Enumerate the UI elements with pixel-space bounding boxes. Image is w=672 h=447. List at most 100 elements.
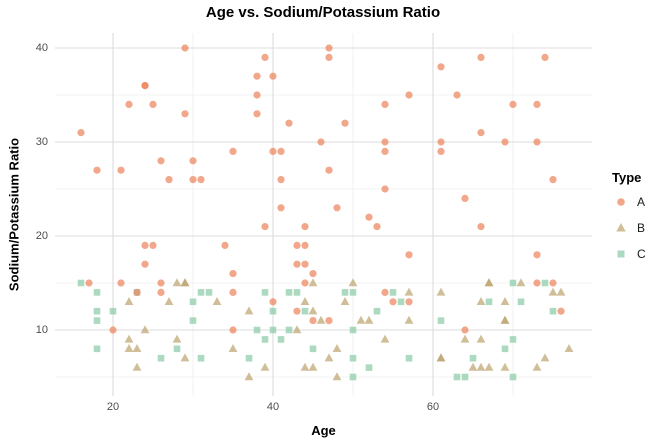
data-point-circle (277, 204, 285, 212)
data-point-square (349, 354, 357, 362)
data-point-square (509, 279, 517, 287)
data-point-circle (293, 241, 301, 249)
data-point-triangle (404, 315, 414, 324)
data-point-circle (477, 129, 485, 137)
data-point-triangle (124, 297, 134, 305)
circle-marker-icon (614, 195, 628, 209)
data-point-square (509, 373, 517, 381)
data-point-circle (325, 166, 333, 174)
data-point-triangle (124, 334, 134, 343)
data-point-circle (533, 251, 541, 259)
data-point-circle (157, 288, 165, 296)
data-point-triangle (180, 278, 190, 287)
data-point-circle (109, 326, 117, 334)
data-point-circle (325, 53, 333, 62)
data-point-circle (533, 279, 541, 287)
data-point-circle (549, 176, 557, 184)
data-point-square (541, 279, 549, 287)
data-point-square (173, 345, 181, 353)
data-point-circle (261, 53, 269, 62)
data-point-circle (277, 176, 285, 184)
data-point-square (341, 289, 349, 296)
data-point-triangle (404, 287, 414, 296)
data-point-square (77, 279, 85, 287)
data-point-square (157, 354, 165, 362)
data-point-circle (509, 100, 517, 108)
legend: Type A B C (610, 170, 646, 271)
data-point-triangle (476, 334, 486, 343)
data-point-square (405, 354, 413, 362)
legend-label: A (637, 195, 646, 209)
data-point-circle (405, 251, 413, 259)
data-point-square (469, 354, 477, 362)
data-point-square (197, 354, 205, 362)
data-point-circle (141, 241, 149, 249)
data-point-square (109, 307, 117, 315)
data-point-triangle (500, 297, 510, 305)
data-point-circle (333, 204, 341, 212)
data-point-square (349, 326, 357, 334)
data-point-circle (77, 129, 85, 137)
data-point-circle (317, 138, 325, 146)
data-point-triangle (364, 315, 374, 324)
data-point-circle (437, 63, 445, 71)
data-point-square (245, 354, 253, 362)
data-point-triangle (516, 278, 526, 287)
data-point-circle (261, 223, 269, 231)
data-point-circle (221, 241, 229, 249)
data-point-circle (301, 279, 309, 287)
data-point-square (189, 317, 197, 324)
data-point-circle (253, 110, 261, 118)
data-point-triangle (332, 344, 342, 352)
data-point-square (309, 345, 317, 353)
data-point-triangle (244, 306, 254, 315)
data-point-triangle (484, 278, 494, 287)
data-point-circle (405, 298, 413, 306)
data-point-circle (541, 53, 549, 62)
data-point-square (93, 289, 101, 296)
data-point-square (205, 289, 213, 296)
data-point-triangle (180, 353, 190, 362)
data-point-square (453, 373, 461, 381)
data-point-triangle (500, 315, 510, 324)
data-point-square (501, 345, 509, 353)
chart-title: Age vs. Sodium/Potassium Ratio (205, 4, 441, 21)
data-point-circle (141, 82, 149, 90)
data-point-circle (325, 317, 333, 325)
data-point-circle (189, 157, 197, 165)
data-point-circle (253, 91, 261, 99)
data-point-circle (405, 91, 413, 99)
data-point-triangle (532, 362, 542, 371)
legend-label: B (637, 221, 646, 235)
data-point-circle (453, 91, 461, 99)
data-point-circle (117, 279, 125, 287)
data-point-square (437, 317, 445, 324)
data-point-circle (117, 166, 125, 174)
data-point-triangle (212, 297, 222, 305)
data-point-circle (557, 307, 565, 315)
data-point-square (517, 298, 525, 306)
data-point-circle (85, 279, 93, 287)
data-point-circle (325, 44, 333, 52)
data-point-triangle (300, 297, 310, 305)
data-point-circle (309, 270, 317, 278)
data-point-circle (229, 326, 237, 334)
data-point-triangle (244, 372, 254, 381)
data-point-triangle (548, 287, 558, 296)
data-point-circle (269, 298, 277, 306)
data-point-triangle (484, 362, 494, 371)
y-tick-label: 30 (35, 136, 48, 148)
data-point-triangle (308, 278, 318, 287)
data-point-circle (165, 176, 173, 184)
data-point-circle (533, 100, 541, 108)
data-point-triangle (308, 362, 318, 371)
data-point-square (189, 298, 197, 306)
data-point-circle (125, 100, 133, 108)
data-point-triangle (316, 315, 326, 324)
data-point-triangle (476, 362, 486, 371)
data-point-circle (477, 223, 485, 231)
x-tick-label: 20 (106, 401, 120, 413)
data-point-circle (93, 166, 101, 174)
x-tick-label: 60 (426, 401, 440, 413)
